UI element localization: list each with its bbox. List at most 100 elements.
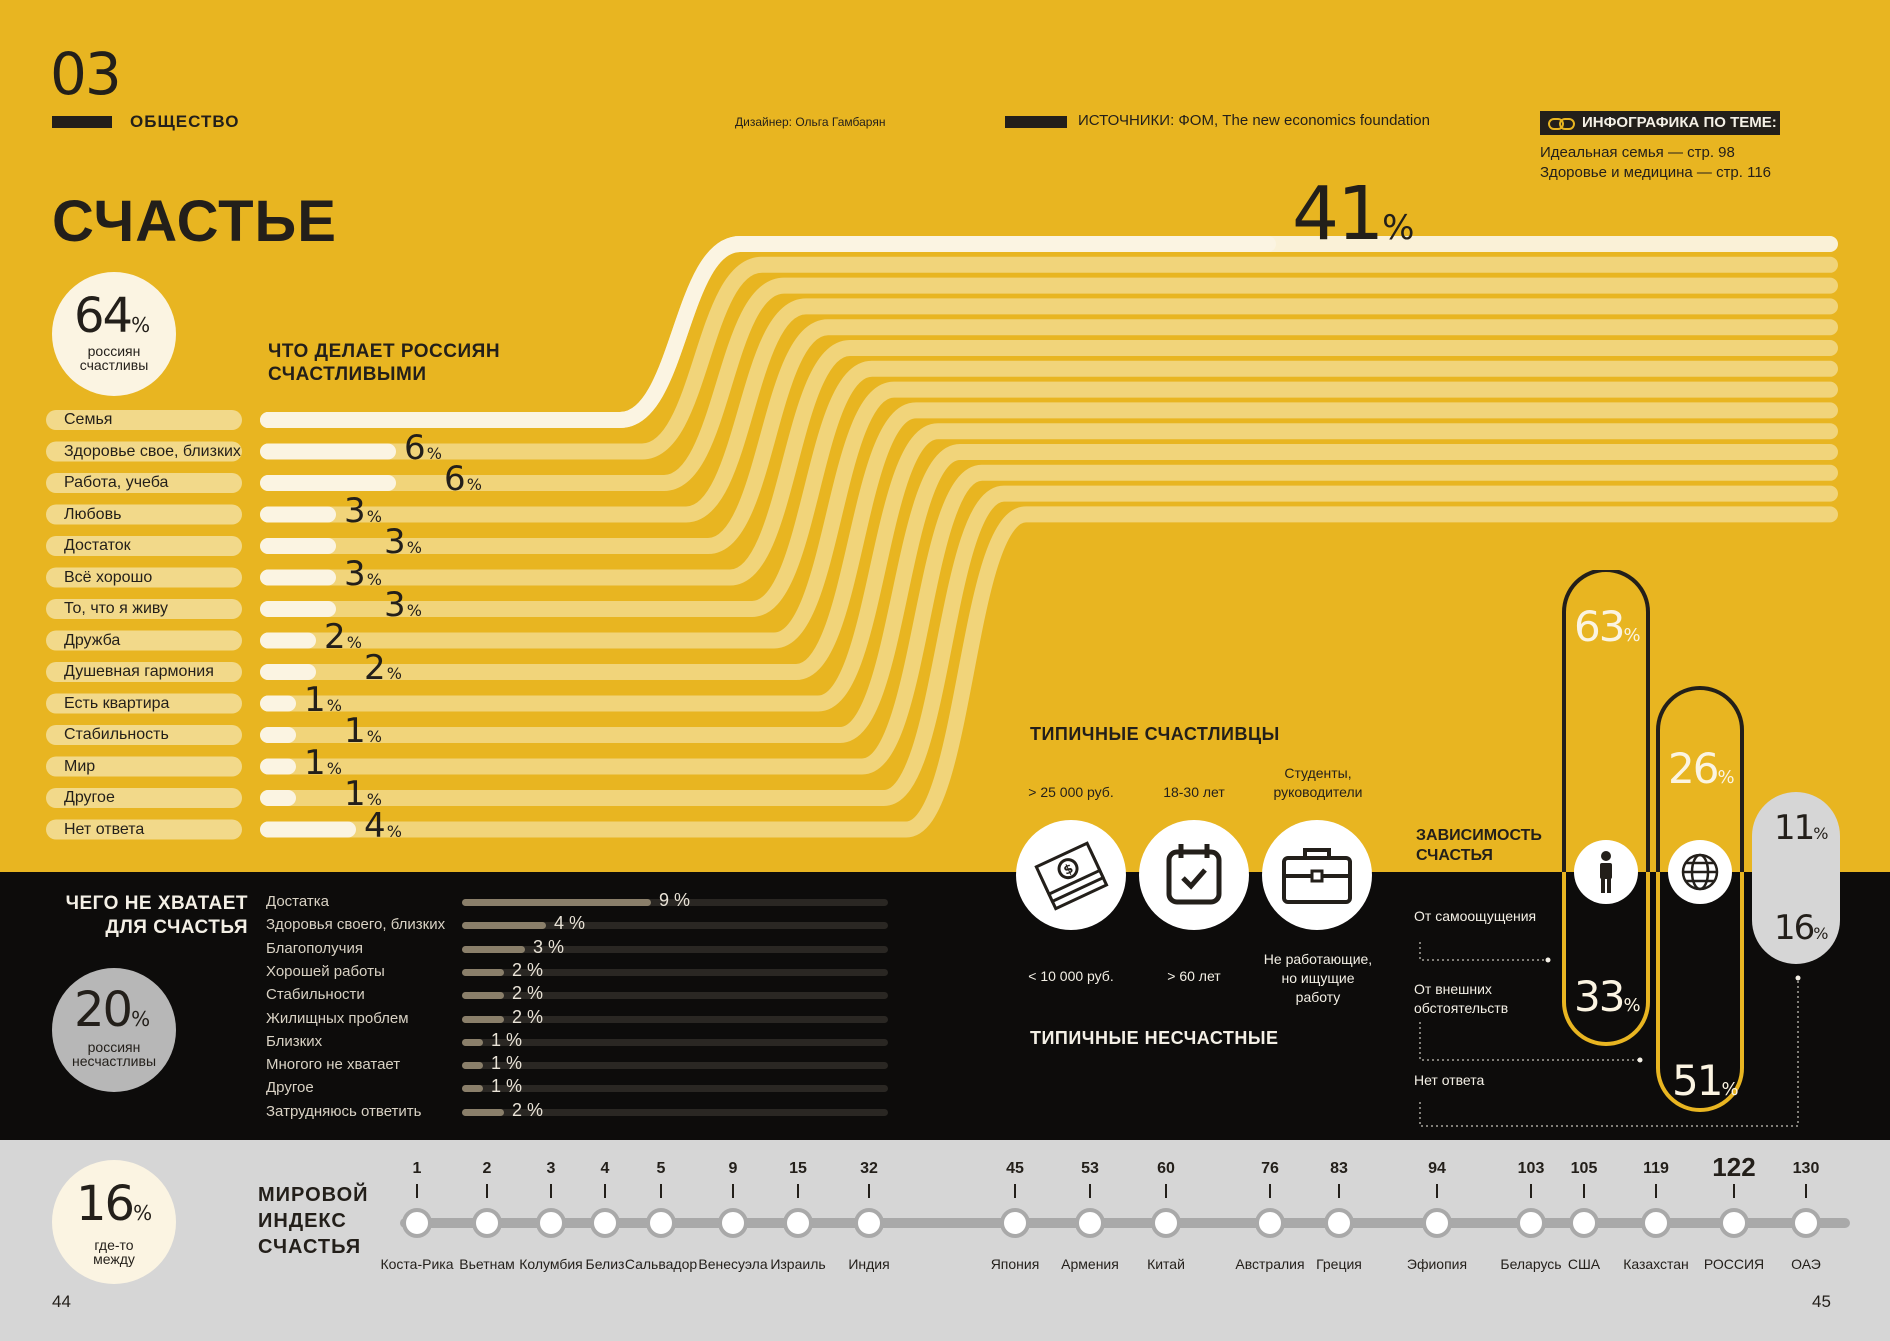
happy-reason-value: 2 % (364, 648, 402, 688)
page-number-right: 45 (1812, 1292, 1831, 1311)
happy-reason-value: 2 % (324, 616, 362, 657)
pill1-top: 63% (1574, 602, 1641, 651)
happy-reason-label: Мир (64, 757, 96, 775)
happy-badge-caption: россиян счастливы (79, 343, 149, 373)
world-tick (1655, 1184, 1657, 1198)
stripe (260, 340, 1838, 586)
section-number: 03 (50, 40, 122, 108)
stripe (260, 298, 1838, 523)
world-rank: 32 (860, 1160, 878, 1177)
unhappy-badge-caption: россиян несчастливы (71, 1039, 157, 1069)
world-rank: 103 (1517, 1160, 1545, 1177)
happy-reason-label: То, что я живу (64, 600, 169, 617)
unhappy-badge (52, 968, 176, 1092)
happy-reason-value: 6 % (404, 427, 442, 468)
happy-reason-value: 4 % (364, 805, 402, 846)
world-rank: 1 (412, 1160, 422, 1177)
world-country: Израиль (770, 1256, 826, 1272)
missing-label: Близких (266, 1032, 323, 1050)
missing-track (462, 1038, 888, 1046)
briefcase-icon (1262, 820, 1372, 930)
happy-reason-value: 1 % (344, 774, 382, 814)
world-rank: 119 (1643, 1160, 1669, 1177)
happy-reason-value: 6 % (444, 459, 482, 499)
world-marker (402, 1208, 432, 1238)
world-country: Казахстан (1623, 1256, 1689, 1272)
typical-unhappy-age: > 60 лет (1167, 968, 1221, 984)
stripe (260, 485, 1838, 806)
designer-credit: Дизайнер: Ольга Гамбарян (735, 115, 886, 129)
world-marker (1075, 1208, 1105, 1238)
missing-bar (462, 992, 504, 1000)
world-rank: 130 (1792, 1160, 1820, 1177)
world-country: Коста-Рика (380, 1256, 454, 1272)
world-country: Греция (1316, 1256, 1362, 1272)
typical-unhappy-title: ТИПИЧНЫЕ НЕСЧАСТНЫЕ (1030, 1028, 1279, 1048)
missing-label: Затрудняюсь ответить (266, 1102, 422, 1120)
related-link-2[interactable]: Здоровье и медицина — стр. 116 (1540, 164, 1772, 181)
missing-value: 1 % (491, 1029, 523, 1050)
pill2-bottom: 51% (1672, 1056, 1739, 1105)
world-tick (660, 1184, 662, 1198)
world-rank: 83 (1330, 1160, 1348, 1177)
missing-track (462, 1062, 888, 1070)
missing-label: Стабильности (266, 986, 365, 1004)
related-title: ИНФОГРАФИКА ПО ТЕМЕ: (1582, 114, 1777, 131)
sources-bar (1005, 116, 1067, 128)
world-country: Австралия (1235, 1256, 1305, 1272)
world-tick (1733, 1184, 1735, 1198)
world-marker (1569, 1208, 1599, 1238)
world-country: США (1567, 1256, 1601, 1272)
missing-bar (462, 1038, 483, 1046)
typical-happy-income: > 25 000 руб. (1028, 784, 1114, 800)
happy-reason-label: Здоровье свое, близких (64, 442, 241, 460)
missing-bar (462, 968, 504, 976)
world-country: Япония (990, 1256, 1040, 1272)
world-country: Сальвадор (624, 1256, 698, 1272)
related-link-1[interactable]: Идеальная семья — стр. 98 (1540, 144, 1735, 161)
world-badge (52, 1160, 176, 1284)
missing-bar (462, 1062, 483, 1070)
world-rank: 105 (1570, 1160, 1598, 1177)
world-rank: 45 (1006, 1160, 1024, 1177)
missing-track (462, 945, 888, 953)
happy-section-title: ЧТО ДЕЛАЕТ РОССИЯН СЧАСТЛИВЫМИ (268, 341, 501, 385)
stripe (260, 444, 1838, 743)
dependence-row-none: Нет ответа (1414, 1072, 1485, 1088)
world-index-line (400, 1218, 1850, 1228)
world-rank: 2 (482, 1160, 492, 1177)
world-country: ОАЭ (1791, 1256, 1821, 1272)
world-tick (1530, 1184, 1532, 1198)
stripe (260, 277, 1838, 491)
world-tick (797, 1184, 799, 1198)
world-tick (1338, 1184, 1340, 1198)
missing-track (462, 922, 888, 930)
related-title-box (1540, 111, 1780, 135)
happy-reason-value: 3 % (344, 553, 382, 594)
calendar-icon (1139, 820, 1249, 930)
sources-text: ИСТОЧНИКИ: ФОМ, The new economics founda… (1078, 112, 1430, 129)
missing-value: 9 % (659, 890, 691, 910)
happy-reason-label: Дружба (64, 631, 121, 649)
pill3-bottom: 16% (1774, 908, 1829, 948)
section-name: ОБЩЕСТВО (130, 112, 240, 131)
pill2-top: 26% (1668, 744, 1735, 793)
grey-band (0, 1140, 1890, 1341)
world-rank: 15 (789, 1160, 807, 1177)
world-tick (550, 1184, 552, 1198)
world-rank: 122 (1712, 1152, 1756, 1182)
missing-track (462, 1108, 888, 1116)
world-marker (1719, 1208, 1749, 1238)
missing-track (462, 899, 888, 906)
missing-value: 2 % (512, 1006, 544, 1027)
world-marker (1151, 1208, 1181, 1238)
world-marker (1422, 1208, 1452, 1238)
world-tick (1089, 1184, 1091, 1198)
missing-track (462, 992, 888, 1000)
world-marker (1641, 1208, 1671, 1238)
world-country: Армения (1061, 1256, 1119, 1272)
world-marker (718, 1208, 748, 1238)
happy-reason-label: Нет ответа (64, 820, 145, 838)
missing-value: 4 % (554, 913, 586, 934)
